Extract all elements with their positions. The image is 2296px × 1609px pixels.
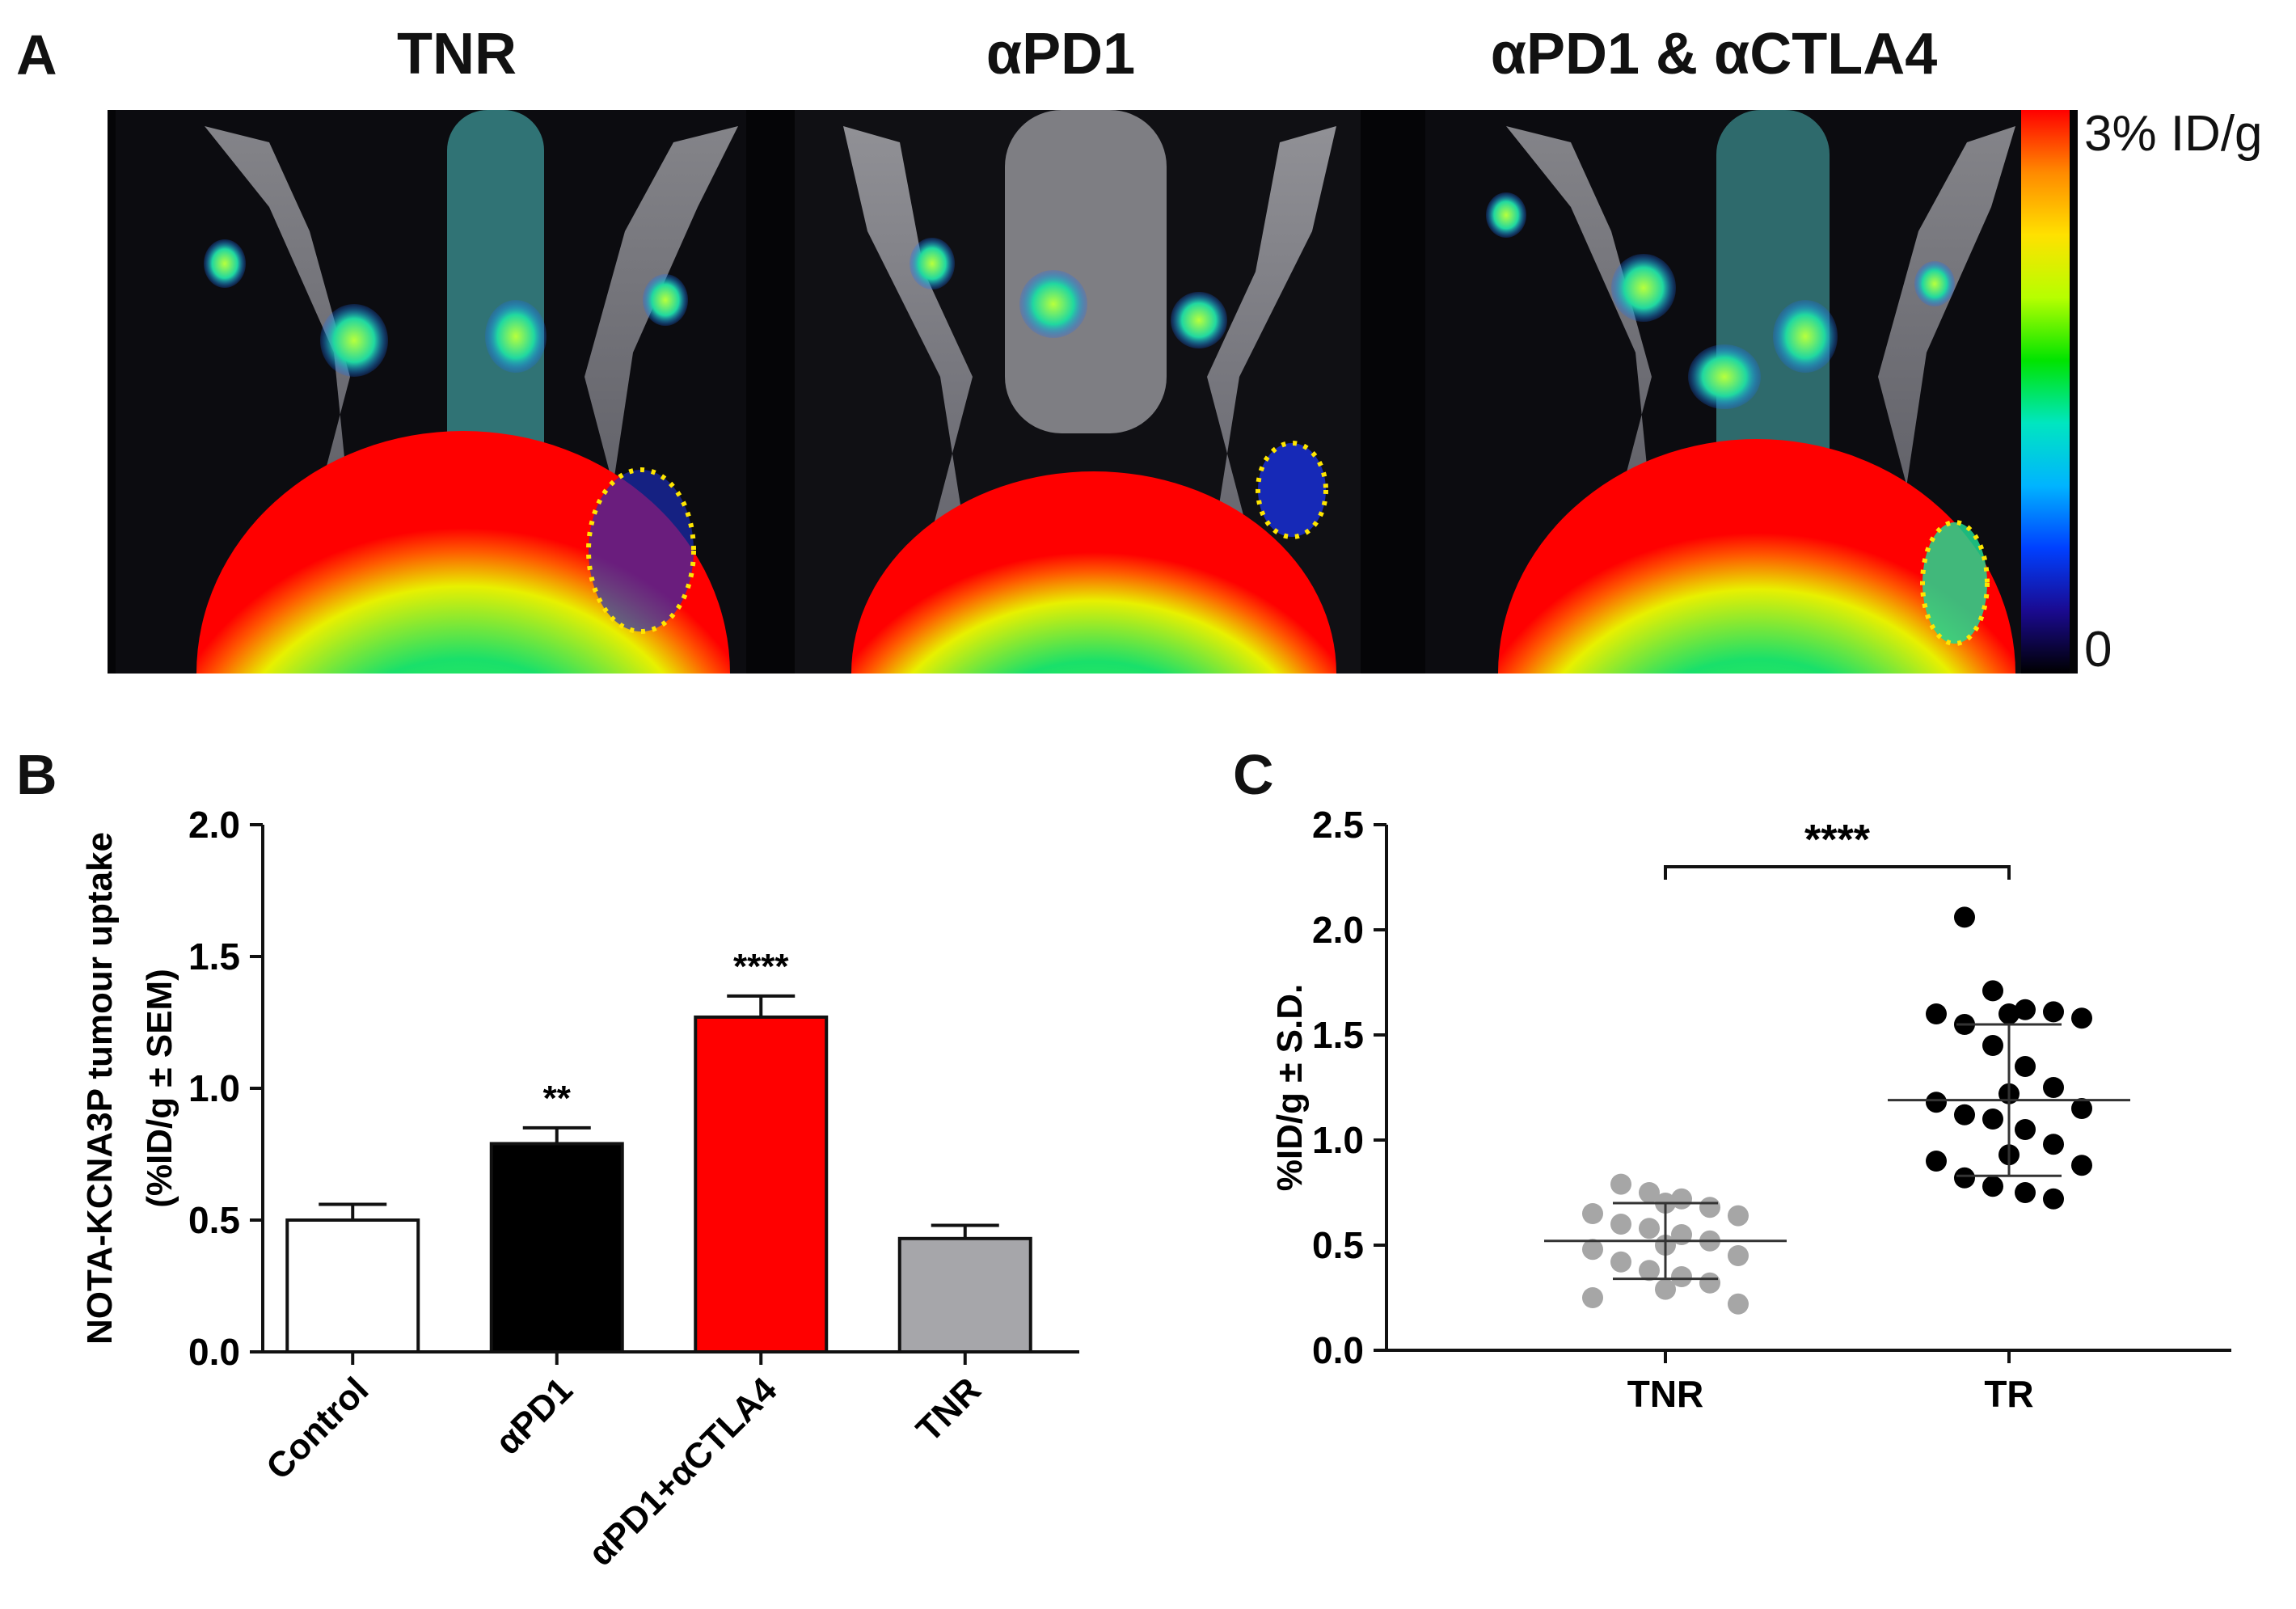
data-point (1699, 1272, 1720, 1294)
x-tick-label: αPD1+αCTLA4 (580, 1370, 784, 1573)
colorbar-min-label: 0 (2084, 622, 2112, 678)
y-tick-label: 1.0 (1312, 1119, 1364, 1161)
bar-chart: 0.0 0.5 1.0 1.5 2.0 NOTA-KCNA3P tumour uptake… (80, 804, 1079, 1573)
significance-label: **** (1804, 817, 1871, 864)
data-point (1982, 980, 2003, 1002)
y-tick-label: 2.0 (1312, 909, 1364, 951)
x-tick-label: TR (1984, 1373, 2033, 1415)
panel-a-title-apd1: αPD1 (986, 22, 1136, 87)
data-point (1926, 1003, 1947, 1024)
data-point (2071, 1098, 2092, 1119)
y-axis-label: %ID/g ± S.D. (1270, 984, 1310, 1191)
data-point (2071, 1007, 2092, 1029)
panel-c-letter: C (1233, 743, 1274, 806)
data-point (1954, 1104, 1975, 1125)
y-tick-label: 1.5 (188, 935, 240, 978)
data-point (1582, 1203, 1603, 1224)
data-point (1954, 1167, 1975, 1189)
colorbar-max-label: 3% ID/g (2084, 106, 2263, 162)
scatter-chart: 0.0 0.5 1.0 1.5 2.0 2.5 %ID/g ± S.D. TNR TR **** (1270, 804, 2231, 1415)
data-point (1699, 1197, 1720, 1218)
data-point (1610, 1214, 1631, 1235)
panel-a-letter: A (16, 23, 57, 87)
data-point (1639, 1218, 1660, 1239)
y-tick-label: 0.0 (188, 1331, 240, 1373)
x-tick-label: Control (259, 1370, 376, 1487)
data-point (2015, 1182, 2036, 1203)
pet-ct-images (108, 110, 2078, 674)
data-point (2015, 1056, 2036, 1077)
data-point (1982, 1035, 2003, 1056)
data-point (2043, 1188, 2064, 1210)
panel-a-title-tnr: TNR (397, 22, 517, 87)
data-point (1728, 1245, 1749, 1266)
data-point (1982, 1109, 2003, 1130)
data-point (1728, 1205, 1749, 1227)
y-tick-label: 1.5 (1312, 1014, 1364, 1056)
y-tick-label: 0.0 (1312, 1329, 1364, 1371)
data-point (1954, 906, 1975, 928)
mouse-combo (1425, 110, 2040, 674)
data-point (1655, 1278, 1676, 1300)
x-tick-label: TNR (909, 1370, 989, 1450)
x-tick-label: TNR (1627, 1373, 1704, 1415)
bar (897, 1236, 1032, 1354)
panel-b-letter: B (16, 743, 57, 806)
data-point (1610, 1173, 1631, 1195)
y-tick-label: 0.5 (1312, 1224, 1364, 1266)
data-point (2043, 1134, 2064, 1155)
data-point (2043, 1077, 2064, 1098)
data-point (1982, 1176, 2003, 1197)
y-tick-label: 2.5 (1312, 804, 1364, 846)
bar (694, 1015, 829, 1354)
significance-label: **** (733, 947, 789, 986)
data-point (1582, 1239, 1603, 1261)
data-point (1582, 1287, 1603, 1308)
data-point (1926, 1092, 1947, 1113)
bar (285, 1218, 420, 1354)
y-axis-label-2: (%ID/g ± SEM) (140, 969, 179, 1207)
data-point (2015, 999, 2036, 1020)
data-point (1639, 1260, 1660, 1282)
y-tick-label: 0.5 (188, 1199, 240, 1241)
data-point (1728, 1293, 1749, 1315)
x-tick-label: αPD1 (488, 1370, 580, 1462)
mouse-tnr (116, 110, 746, 674)
data-point (1639, 1182, 1660, 1203)
significance-bracket (1664, 865, 2011, 880)
data-point (1926, 1151, 1947, 1172)
significance-label: ** (543, 1079, 572, 1118)
y-tick-label: 1.0 (188, 1067, 240, 1109)
panel-a-title-combo: αPD1 & αCTLA4 (1490, 22, 1938, 87)
bar (489, 1142, 624, 1354)
data-point (2043, 1001, 2064, 1023)
colorbar (2021, 110, 2070, 674)
data-point (1610, 1251, 1631, 1273)
mouse-apd1 (795, 110, 1361, 674)
data-point (1998, 1003, 2020, 1024)
y-tick-label: 2.0 (188, 804, 240, 846)
data-point (2071, 1155, 2092, 1176)
data-point (2015, 1119, 2036, 1140)
data-point (1671, 1266, 1692, 1287)
y-axis-label: NOTA-KCNA3P tumour uptake (80, 832, 120, 1345)
